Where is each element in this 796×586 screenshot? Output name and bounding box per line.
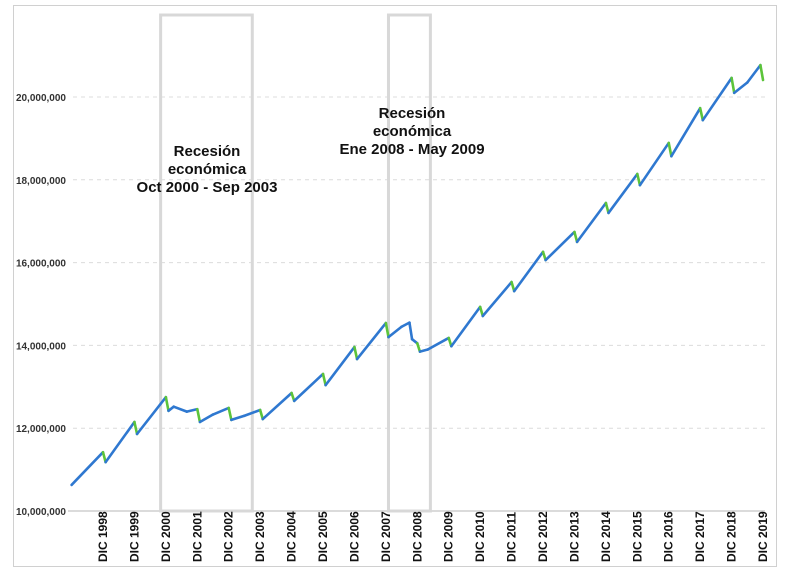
series-segment — [261, 391, 293, 421]
x-tick-label: DIC 2003 — [253, 511, 267, 562]
series-segment — [481, 280, 513, 318]
recession-label: económica — [373, 123, 452, 140]
x-tick-label: DIC 2002 — [222, 511, 236, 562]
recession-box — [159, 13, 254, 513]
series-segment — [243, 408, 262, 418]
series-segment — [230, 414, 246, 422]
series-segment — [450, 305, 482, 348]
recession-label: económica — [168, 161, 247, 178]
series-segment — [211, 406, 231, 416]
series-segment — [292, 372, 325, 403]
x-tick-label: DIC 1998 — [96, 511, 110, 562]
series-segment — [104, 420, 136, 464]
x-tick-label: DIC 1999 — [127, 511, 141, 562]
x-tick-label: DIC 2013 — [567, 511, 581, 562]
series-segment — [135, 395, 168, 436]
series-segment — [512, 250, 545, 293]
series-segment — [227, 406, 233, 422]
y-tick-label: 20,000,000 — [16, 93, 66, 104]
series-segment — [133, 420, 139, 436]
recession-label: Oct 2000 - Sep 2003 — [137, 179, 278, 196]
x-tick-label: DIC 2014 — [599, 511, 613, 562]
x-tick-label: DIC 2004 — [285, 511, 299, 562]
recession-box — [386, 13, 432, 513]
series-segment — [70, 450, 105, 487]
series-segment — [607, 172, 639, 215]
x-tick-label: DIC 2018 — [725, 511, 739, 562]
x-tick-label: DIC 2019 — [756, 511, 770, 562]
x-tick-label: DIC 2001 — [190, 511, 204, 562]
series-segment — [730, 76, 736, 95]
series-segment — [101, 450, 107, 464]
x-tick-label: DIC 2011 — [505, 512, 519, 562]
chart-frame — [13, 5, 777, 567]
x-tick-label: DIC 2000 — [159, 511, 173, 562]
series-segment — [544, 230, 576, 262]
series-segment — [746, 63, 762, 84]
series-segment — [426, 336, 451, 351]
series-segment — [698, 106, 705, 122]
recession-label: Recesión — [379, 105, 446, 122]
series-segment — [418, 348, 430, 353]
series-segment — [701, 76, 733, 122]
series-segment — [400, 321, 411, 329]
series-segment — [478, 305, 485, 318]
x-tick-label: DIC 2012 — [536, 511, 550, 562]
x-tick-label: DIC 2008 — [410, 511, 424, 562]
series-segment — [415, 342, 422, 353]
y-tick-label: 12,000,000 — [16, 424, 66, 435]
series-segment — [355, 321, 388, 361]
x-tick-label: DIC 2005 — [316, 511, 330, 562]
x-tick-label: DIC 2007 — [379, 511, 393, 562]
x-tick-label: DIC 2016 — [662, 511, 676, 562]
series-segment — [324, 345, 356, 387]
series-segment — [164, 395, 170, 413]
x-tick-label: DIC 2017 — [693, 511, 707, 562]
series-segment — [258, 408, 265, 421]
series-segment — [638, 141, 671, 187]
recession-label: Ene 2008 - May 2009 — [339, 141, 484, 158]
y-tick-label: 18,000,000 — [16, 176, 66, 187]
series-segment — [667, 141, 673, 158]
x-tick-label: DIC 2010 — [473, 511, 487, 562]
recession-label: Recesión — [174, 143, 241, 160]
series-segment — [408, 321, 414, 341]
series-segment — [195, 407, 202, 424]
series-segment — [604, 201, 610, 215]
series-segment — [636, 172, 642, 187]
x-tick-label: DIC 2006 — [347, 511, 361, 562]
y-tick-label: 14,000,000 — [16, 341, 66, 352]
x-tick-label: DIC 2009 — [442, 511, 456, 562]
series-segment — [353, 345, 359, 361]
series-segment — [198, 413, 215, 424]
series-segment — [759, 63, 765, 82]
series-segment — [670, 106, 702, 158]
x-tick-label: DIC 2015 — [630, 511, 644, 562]
series-segment — [575, 201, 608, 244]
series-segment — [384, 321, 390, 339]
series-segment — [387, 325, 403, 339]
y-tick-label: 10,000,000 — [16, 507, 66, 518]
series-segment — [732, 81, 749, 95]
series-segment — [185, 407, 199, 413]
y-tick-label: 16,000,000 — [16, 259, 66, 270]
series-segment — [321, 372, 327, 387]
series-segment — [172, 405, 189, 413]
series-segment — [573, 230, 579, 244]
